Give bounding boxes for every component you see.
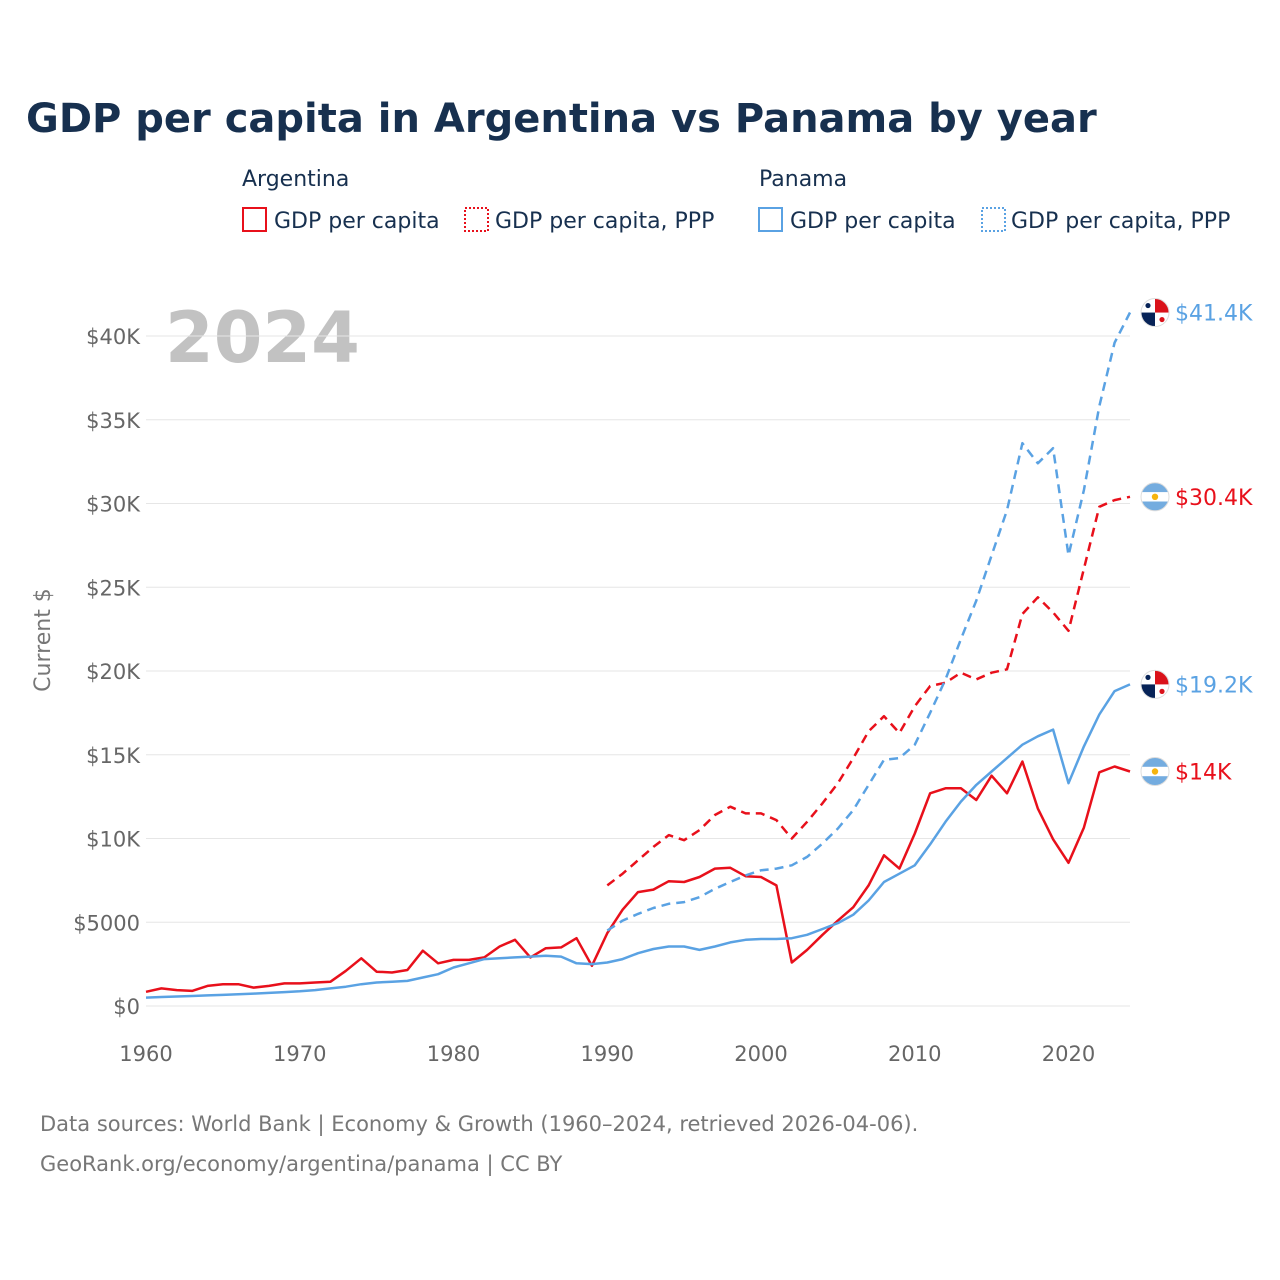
- series-line-argentina-dashed: [606, 495, 1131, 887]
- x-tick-label: 1990: [581, 1042, 634, 1066]
- legend-label-argentina-ppp: GDP per capita, PPP: [495, 209, 714, 234]
- argentina-flag-icon: [1140, 757, 1170, 786]
- panama-flag-icon: [1140, 298, 1170, 328]
- y-tick-label: $10K: [86, 828, 141, 852]
- series-line-panama-dashed: [606, 311, 1132, 932]
- y-tick-label: $30K: [86, 493, 141, 517]
- y-tick-label: $5000: [73, 911, 140, 935]
- legend-label-panama-gdp: GDP per capita: [790, 209, 956, 234]
- y-tick-label: $15K: [86, 744, 141, 768]
- end-label-panama-solid: $19.2K: [1175, 673, 1253, 698]
- x-tick-label: 2000: [734, 1042, 787, 1066]
- x-axis-ticks: 1960 1970 1980 1990 2000 2010 2020: [119, 1042, 1095, 1066]
- end-labels: $14K $30.4K $19.2K $41.4K: [1140, 298, 1253, 786]
- end-label-argentina-solid: $14K: [1175, 761, 1232, 786]
- y-axis-ticks: $0 $5000 $10K $15K $20K $25K $30K $35K $40K: [73, 325, 141, 1019]
- legend-swatch-panama-ppp: [981, 207, 1006, 232]
- y-tick-label: $20K: [86, 660, 141, 684]
- y-axis-label: Current $: [31, 588, 56, 692]
- legend-label-panama-ppp: GDP per capita, PPP: [1011, 209, 1230, 234]
- y-tick-label: $35K: [86, 409, 141, 433]
- x-tick-label: 1970: [273, 1042, 326, 1066]
- argentina-flag-icon: [1140, 482, 1170, 512]
- y-tick-label: $0: [113, 995, 140, 1019]
- panama-flag-icon: [1140, 669, 1170, 699]
- year-watermark: 2024: [165, 297, 360, 379]
- series-line-argentina-solid: [145, 760, 1131, 994]
- legend: Argentina GDP per capita GDP per capita,…: [242, 167, 1230, 234]
- legend-group-panama: Panama: [759, 167, 847, 192]
- series-lines: [145, 311, 1132, 999]
- gridlines: [146, 335, 1130, 1007]
- legend-swatch-argentina-gdp: [242, 207, 267, 232]
- series-line-panama-solid: [145, 683, 1131, 999]
- legend-group-argentina: Argentina: [242, 167, 349, 192]
- x-tick-label: 1980: [427, 1042, 480, 1066]
- legend-label-argentina-gdp: GDP per capita: [274, 209, 440, 234]
- x-tick-label: 2010: [888, 1042, 941, 1066]
- y-tick-label: $40K: [86, 325, 141, 349]
- y-tick-label: $25K: [86, 576, 141, 600]
- x-tick-label: 1960: [119, 1042, 172, 1066]
- chart-title: GDP per capita in Argentina vs Panama by…: [26, 96, 1097, 142]
- legend-swatch-panama-gdp: [758, 207, 783, 232]
- x-tick-label: 2020: [1042, 1042, 1095, 1066]
- end-label-argentina-dashed: $30.4K: [1175, 486, 1253, 511]
- footer-link: GeoRank.org/economy/argentina/panama | C…: [40, 1152, 563, 1177]
- footer-sources: Data sources: World Bank | Economy & Gro…: [40, 1112, 918, 1137]
- legend-swatch-argentina-ppp: [464, 207, 489, 232]
- end-label-panama-dashed: $41.4K: [1175, 302, 1253, 327]
